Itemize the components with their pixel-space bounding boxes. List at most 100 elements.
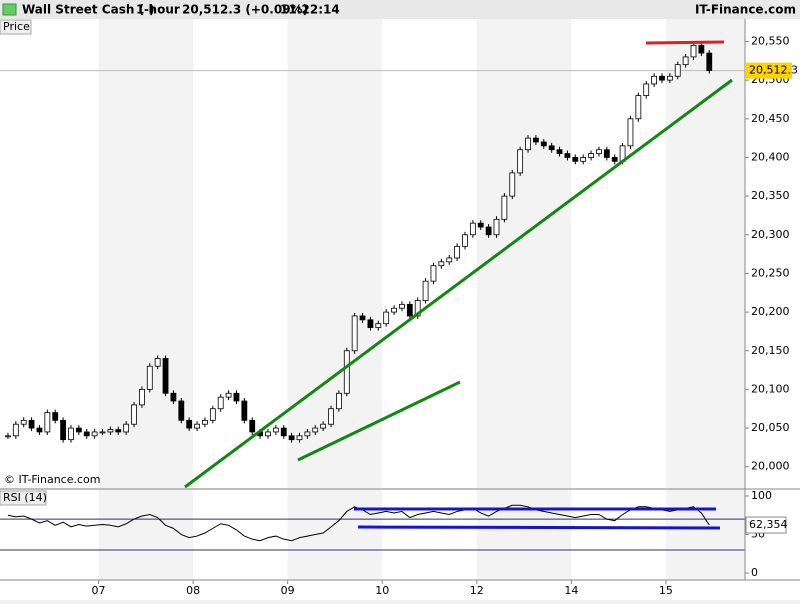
candle (596, 149, 602, 154)
x-tick-label: 12 (470, 584, 484, 597)
candle (698, 44, 705, 54)
candle (375, 323, 382, 328)
candle (564, 153, 571, 158)
candle (572, 157, 579, 162)
candle (446, 257, 453, 263)
candle (170, 392, 177, 402)
y-tick-label: 0 (751, 566, 758, 579)
candle (138, 389, 145, 406)
candle (706, 52, 713, 72)
candle (462, 234, 468, 247)
last-price-tag (746, 62, 792, 79)
candle (383, 311, 390, 325)
day-band (98, 490, 194, 580)
y-tick-label: 100 (751, 489, 772, 502)
candle (20, 419, 27, 425)
candle (288, 435, 295, 441)
last-price-label: 20,512.3 (749, 64, 798, 77)
brand: IT-Finance.com (695, 3, 796, 17)
x-axis-area (0, 580, 800, 600)
logo (2, 3, 17, 16)
candle (146, 365, 153, 390)
x-tick-label: 15 (659, 584, 673, 597)
panel-label-box (0, 19, 32, 35)
last-value-tag (745, 516, 787, 534)
candle (430, 265, 437, 282)
candle (194, 423, 200, 429)
candle (178, 400, 185, 421)
candle (414, 300, 421, 317)
y-tick-label: 20,150 (751, 344, 790, 357)
candle (217, 396, 224, 410)
candle (509, 172, 516, 197)
candle (588, 153, 594, 158)
y-tick-label: 20,100 (751, 382, 790, 395)
candle (335, 392, 342, 410)
candle (75, 427, 82, 433)
candle (131, 404, 137, 425)
day-band (665, 19, 745, 488)
candle (674, 64, 681, 77)
candle (399, 303, 405, 309)
candle (91, 431, 98, 437)
candle (603, 149, 610, 158)
candle (469, 222, 476, 236)
candle (501, 195, 508, 220)
x-tick-label: 10 (375, 584, 389, 597)
candle (359, 315, 366, 321)
candle (525, 137, 531, 151)
y-tick-label: 20,350 (751, 189, 790, 202)
candle (304, 431, 311, 437)
candle (249, 419, 256, 433)
candle (328, 408, 334, 425)
candle (517, 149, 524, 174)
candle (154, 358, 161, 367)
y-tick-label: 20,200 (751, 305, 790, 318)
trend-line (184, 78, 733, 489)
instrument: Wall Street Cash (-) (22, 3, 155, 17)
candle (233, 392, 240, 402)
time: 11:22:14 (280, 3, 340, 17)
candle (635, 95, 642, 120)
candle (540, 141, 547, 147)
resistance-line (645, 40, 725, 45)
candle (611, 157, 618, 162)
candle (68, 427, 74, 441)
x-tick-label: 07 (92, 584, 106, 597)
candle (666, 75, 673, 81)
candle (280, 427, 287, 437)
candle (28, 419, 35, 429)
candle (493, 218, 500, 236)
credit: © IT-Finance.com (4, 473, 101, 486)
candle (533, 137, 539, 143)
candle (651, 75, 657, 85)
y-tick-label: 20,300 (751, 228, 790, 241)
candle (406, 303, 413, 317)
candle (422, 280, 429, 301)
day-band (287, 490, 383, 580)
interval: 1 hour (136, 3, 180, 17)
panel-title: RSI (14) (3, 491, 47, 504)
candle (438, 261, 445, 267)
candle (454, 245, 461, 259)
candle (320, 423, 327, 429)
candle (690, 44, 697, 58)
candle (272, 427, 279, 433)
candle (36, 427, 43, 433)
y-tick-label: 20,050 (751, 421, 790, 434)
candle (627, 118, 634, 147)
candle (99, 431, 106, 434)
candle (209, 408, 216, 421)
y-tick-label: 20,450 (751, 112, 790, 125)
header-bar (0, 0, 800, 19)
candle (367, 319, 374, 328)
y-axis-area (745, 19, 800, 580)
candle (12, 423, 19, 437)
candle (60, 419, 66, 441)
x-tick-label: 08 (186, 584, 200, 597)
candle (659, 75, 665, 81)
y-tick-label: 20,400 (751, 150, 790, 163)
day-band (476, 19, 572, 488)
